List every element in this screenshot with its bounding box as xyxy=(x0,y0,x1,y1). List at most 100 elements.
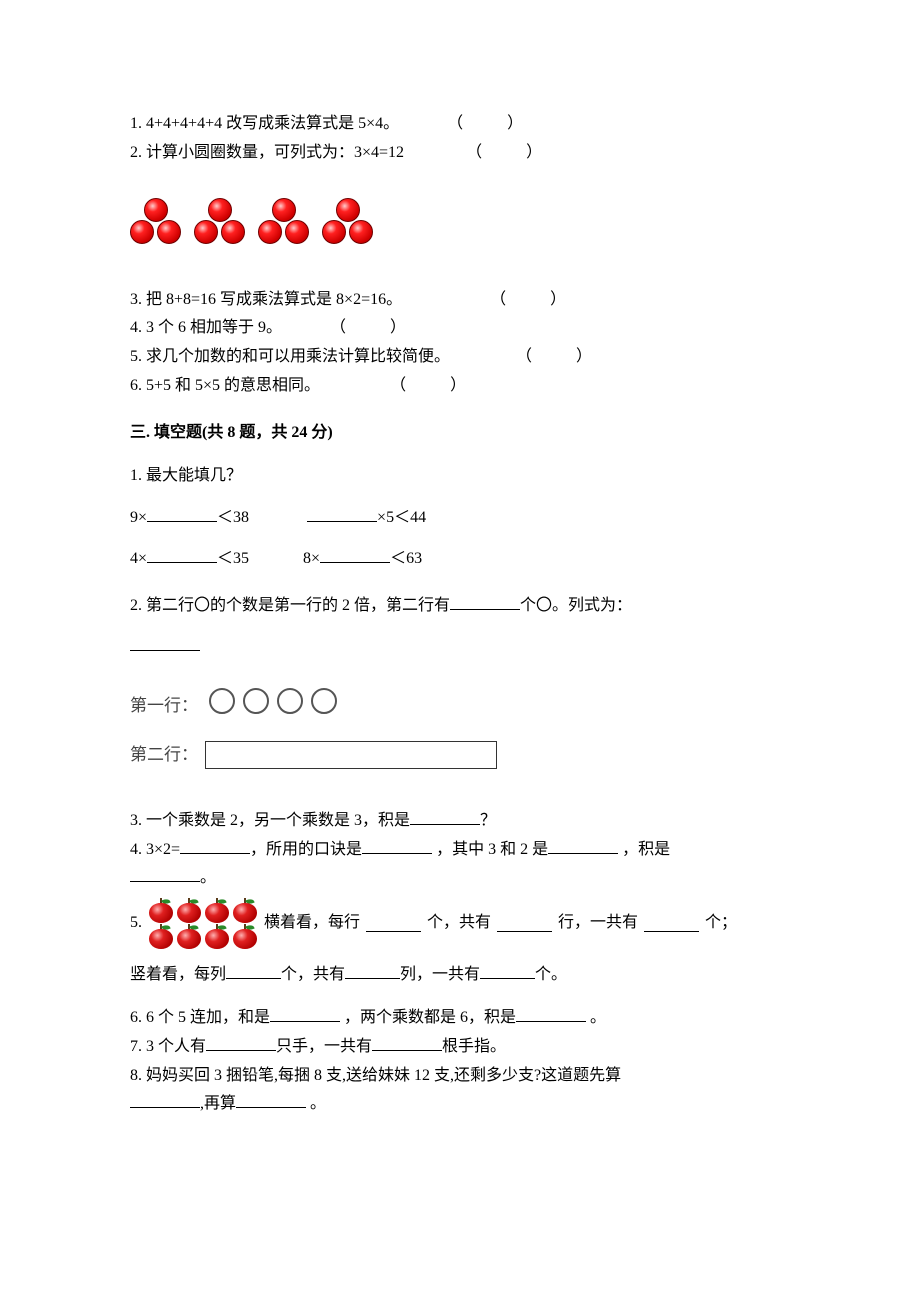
s2-q2: 2. 计算小圆圈数量，可列式为：3×4=12 （ ） xyxy=(130,139,790,168)
blank[interactable] xyxy=(345,962,400,979)
blank[interactable] xyxy=(130,865,200,882)
paren-open: （ xyxy=(466,144,482,161)
s3-q1-stem: 1. 最大能填几？ xyxy=(130,462,790,491)
row1-circles xyxy=(205,688,341,725)
blank[interactable] xyxy=(130,1091,200,1108)
text: ＜35 xyxy=(217,550,249,567)
text: 列，一共有 xyxy=(400,966,480,983)
apple-row xyxy=(148,923,258,949)
text: 6. 6 个 5 连加，和是 xyxy=(130,1009,270,1026)
text: ，积是 xyxy=(618,841,670,858)
s3-q1-row1: 9×＜38 ×5＜44 xyxy=(130,504,790,533)
s3-q2-stem: 2. 第二行〇的个数是第一行的 2 倍，第二行有个〇。列式为： xyxy=(130,592,790,621)
row2: 第二行： xyxy=(130,740,790,771)
text: 竖着看，每列 xyxy=(130,966,226,983)
red-circle-icon xyxy=(322,220,346,244)
blank[interactable] xyxy=(480,962,535,979)
red-circle-icon xyxy=(130,220,154,244)
blank[interactable] xyxy=(147,505,217,522)
paren-open: （ xyxy=(490,291,506,308)
paren-open: （ xyxy=(390,377,406,394)
paren-close: ） xyxy=(450,377,466,394)
s3-q2-blank-line xyxy=(130,633,790,662)
hollow-circle-icon xyxy=(277,688,303,714)
s3-q7: 7. 3 个人有只手，一共有根手指。 xyxy=(130,1033,790,1062)
red-circle-icon xyxy=(258,220,282,244)
paren-open: （ xyxy=(516,348,532,365)
blank[interactable] xyxy=(130,634,200,651)
text: ，两个乘数都是 6，积是 xyxy=(340,1009,516,1026)
s2-q4: 4. 3 个 6 相加等于 9。 （ ） xyxy=(130,314,790,343)
blank[interactable] xyxy=(147,546,217,563)
apple-icon xyxy=(148,897,174,923)
circle-groups-figure xyxy=(130,198,790,246)
s3-q3: 3. 一个乘数是 2，另一个乘数是 3，积是 ？ xyxy=(130,807,790,836)
s3-q4-cont: 。 xyxy=(130,864,790,893)
blank[interactable] xyxy=(206,1034,276,1051)
s3-q5: 5. 横着看，每行个，共有行，一共有个； xyxy=(130,897,790,949)
apple-icon xyxy=(232,897,258,923)
red-circle-icon xyxy=(285,220,309,244)
red-circle-icon xyxy=(272,198,296,222)
circle-group xyxy=(322,198,372,246)
s3-q1-row2: 4×＜35 8×＜63 xyxy=(130,545,790,574)
s2-q4-text: 4. 3 个 6 相加等于 9。 xyxy=(130,319,282,336)
apple-icon xyxy=(232,923,258,949)
s3-q4: 4. 3×2=，所用的口诀是 ，其中 3 和 2 是 ，积是 xyxy=(130,836,790,865)
s2-q5-text: 5. 求几个加数的和可以用乘法计算比较简便。 xyxy=(130,348,450,365)
s3-q6: 6. 6 个 5 连加，和是 ，两个乘数都是 6，积是 。 xyxy=(130,1004,790,1033)
text: 个。 xyxy=(535,966,567,983)
text: ,再算 xyxy=(200,1095,236,1112)
blank[interactable] xyxy=(180,837,250,854)
apple-icon xyxy=(204,923,230,949)
text: 。 xyxy=(200,869,216,886)
text: 个，共有 xyxy=(281,966,345,983)
blank[interactable] xyxy=(410,808,480,825)
blank[interactable] xyxy=(226,962,281,979)
blank[interactable] xyxy=(516,1005,586,1022)
blank[interactable] xyxy=(644,915,699,932)
text: 9× xyxy=(130,509,147,526)
s3-q8-cont: ,再算 。 xyxy=(130,1090,790,1119)
blank[interactable] xyxy=(236,1091,306,1108)
blank[interactable] xyxy=(372,1034,442,1051)
paren-close: ） xyxy=(550,291,566,308)
red-circle-icon xyxy=(336,198,360,222)
text: 8. 妈妈买回 3 捆铅笔,每捆 8 支,送给妹妹 12 支,还剩多少支?这道题… xyxy=(130,1067,621,1084)
text: 3. 一个乘数是 2，另一个乘数是 3，积是 xyxy=(130,812,410,829)
text: ？ xyxy=(480,812,496,829)
row1-label: 第一行： xyxy=(130,691,205,722)
blank[interactable] xyxy=(362,837,432,854)
blank[interactable] xyxy=(320,546,390,563)
text: 。 xyxy=(586,1009,606,1026)
blank[interactable] xyxy=(366,915,421,932)
s2-q1: 1. 4+4+4+4+4 改写成乘法算式是 5×4。 （ ） xyxy=(130,110,790,139)
blank[interactable] xyxy=(307,505,377,522)
paren-open: （ xyxy=(330,319,346,336)
s3-q8: 8. 妈妈买回 3 捆铅笔,每捆 8 支,送给妹妹 12 支,还剩多少支?这道题… xyxy=(130,1062,790,1091)
text: 个，共有 xyxy=(427,909,491,938)
red-circle-icon xyxy=(157,220,181,244)
text: 个； xyxy=(705,909,737,938)
text: ×5＜44 xyxy=(377,509,426,526)
q5-num: 5. xyxy=(130,909,142,938)
s2-q5: 5. 求几个加数的和可以用乘法计算比较简便。 （ ） xyxy=(130,343,790,372)
blank[interactable] xyxy=(548,837,618,854)
blank[interactable] xyxy=(270,1005,340,1022)
blank[interactable] xyxy=(497,915,552,932)
text: 。 xyxy=(306,1095,326,1112)
text: 4× xyxy=(130,550,147,567)
row1: 第一行： xyxy=(130,688,790,725)
row2-label: 第二行： xyxy=(130,740,205,771)
s2-q1-text: 1. 4+4+4+4+4 改写成乘法算式是 5×4。 xyxy=(130,115,399,132)
apple-icon xyxy=(148,923,174,949)
hollow-circle-icon xyxy=(209,688,235,714)
text: ＜63 xyxy=(390,550,422,567)
rows-figure: 第一行： 第二行： xyxy=(130,688,790,771)
paren-close: ） xyxy=(576,348,592,365)
blank[interactable] xyxy=(450,593,520,610)
apple-grid xyxy=(148,897,258,949)
row2-box[interactable] xyxy=(205,741,497,769)
apple-icon xyxy=(176,923,202,949)
paren-close: ） xyxy=(526,144,542,161)
